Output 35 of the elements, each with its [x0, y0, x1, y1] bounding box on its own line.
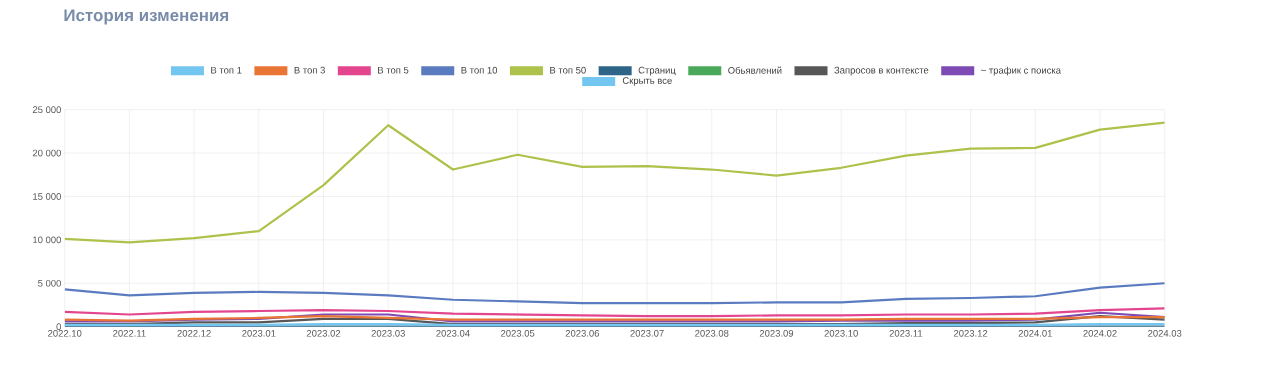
y-tick-label: 10 000 — [33, 236, 61, 244]
x-tick-label: 2023.07 — [630, 329, 664, 337]
y-tick-label: 20 000 — [32, 149, 61, 157]
x-tick-label: 2023.03 — [371, 329, 405, 337]
legend-label: В топ 50 — [550, 66, 586, 74]
legend-label: Запросов в контексте — [834, 66, 929, 76]
x-tick-label: 2023.05 — [501, 329, 535, 337]
x-tick-label: 2024.03 — [1148, 329, 1182, 337]
y-tick-label: 0 — [56, 323, 61, 330]
x-tick-label: 2023.04 — [436, 329, 470, 337]
x-tick-label: 2023.01 — [242, 329, 276, 337]
y-tick-label: 15 000 — [33, 193, 61, 200]
x-tick-label: 2023.11 — [889, 329, 923, 337]
legend-label: В топ 1 — [211, 66, 242, 74]
legend-label: ~ трафик с поиска — [981, 66, 1061, 76]
x-tick-label: 2023.06 — [565, 329, 600, 337]
x-tick-label: 2022.11 — [113, 329, 146, 337]
x-tick-label: 2023.09 — [759, 329, 794, 337]
legend-label: В топ 5 — [378, 66, 409, 74]
text: Скрыть все — [622, 77, 672, 86]
chart-title: История изменения — [64, 9, 229, 25]
x-tick-label: 2024.02 — [1083, 329, 1117, 337]
x-tick-label: 2023.08 — [695, 329, 729, 337]
x-tick-label: 2022.10 — [48, 329, 82, 337]
legend-label: Страниц — [638, 66, 676, 76]
y-tick-label: 25 000 — [32, 106, 61, 113]
x-tick-label: 2023.02 — [306, 329, 341, 337]
x-tick-label: 2023.12 — [953, 329, 988, 337]
x-tick-label: 2023.10 — [824, 329, 858, 337]
y-tick-label: 5 000 — [38, 279, 61, 287]
legend-label: Обьявлений — [728, 66, 782, 74]
legend-label: В топ 10 — [461, 66, 498, 74]
legend-label: В топ 3 — [294, 66, 325, 74]
x-tick-label: 2022.12 — [177, 329, 211, 337]
x-tick-label: 2024.01 — [1018, 329, 1052, 337]
